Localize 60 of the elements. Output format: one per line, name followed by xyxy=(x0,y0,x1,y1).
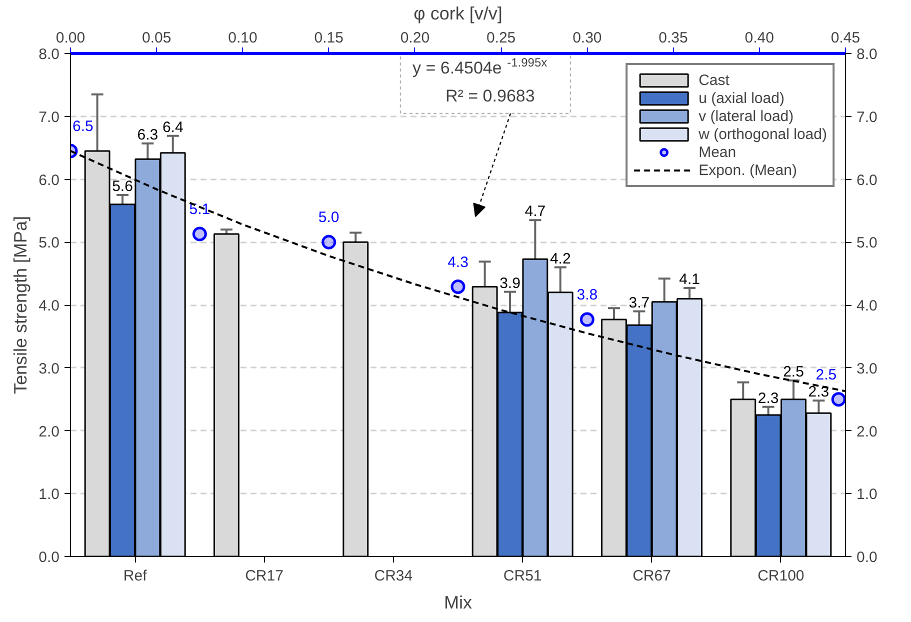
x2-axis-title: φ cork [v/v] xyxy=(414,4,502,24)
x2-tick-label: 0.35 xyxy=(658,30,688,46)
data-label: 3.9 xyxy=(500,274,520,292)
x2-tick-label: 0.05 xyxy=(142,30,172,46)
y2-tick-label: 3.0 xyxy=(856,360,878,378)
x2-tick-label: 0.10 xyxy=(228,30,258,46)
data-label: 2.5 xyxy=(783,363,804,380)
y2-tick-label: 2.0 xyxy=(856,423,878,440)
y2-tick-label: 4.0 xyxy=(856,298,878,314)
data-label: 5.6 xyxy=(112,178,133,195)
y-tick-label: 8.0 xyxy=(38,46,60,63)
x2-tick-label: 0.20 xyxy=(400,30,430,46)
x2-tick-label: 0.25 xyxy=(486,30,516,46)
x2-tick-label: 0.45 xyxy=(830,30,860,46)
y-tick-label: 0.0 xyxy=(38,549,60,566)
y-tick-label: 7.0 xyxy=(38,108,60,126)
data-label: 6.5 xyxy=(72,118,94,135)
data-label: 2.3 xyxy=(758,390,779,407)
data-label: 5.0 xyxy=(318,209,340,226)
legend-label: Cast xyxy=(698,71,730,89)
data-label: 3.8 xyxy=(576,286,598,304)
legend-label: u (axial load) xyxy=(698,89,784,107)
y-tick-label: 2.0 xyxy=(38,423,60,440)
y-axis-title: Tensile strength [MPa] xyxy=(10,216,31,394)
legend-label: Mean xyxy=(698,143,736,161)
y-tick-label: 5.0 xyxy=(38,234,60,252)
x2-tick-label: 0.30 xyxy=(572,30,602,46)
y2-tick-label: 1.0 xyxy=(856,486,878,504)
legend-label: v (lateral load) xyxy=(698,107,794,125)
y-tick-label: 6.0 xyxy=(38,172,60,189)
y-tick-label: 4.0 xyxy=(38,298,60,314)
annotation: y = 6.4504e-1.995x xyxy=(412,56,548,78)
x2-tick-label: 0.00 xyxy=(56,30,86,46)
x-tick-label: Ref xyxy=(123,568,148,584)
x2-tick-label: 0.15 xyxy=(314,30,344,46)
annotation: R² = 0.9683 xyxy=(446,86,535,106)
data-label: 4.7 xyxy=(524,203,546,220)
data-label: 4.1 xyxy=(679,271,700,288)
y-tick-label: 3.0 xyxy=(38,360,60,378)
x-tick-label: CR51 xyxy=(503,568,542,584)
y-tick-label: 1.0 xyxy=(38,486,60,504)
data-label: 4.2 xyxy=(550,250,571,268)
data-label: 6.4 xyxy=(162,118,184,136)
x-tick-label: CR34 xyxy=(374,568,413,584)
data-label: 2.5 xyxy=(816,366,837,384)
legend-label: w (orthogonal load) xyxy=(698,125,827,143)
x-tick-label: CR100 xyxy=(758,568,804,584)
y2-tick-label: 6.0 xyxy=(856,172,878,189)
x-tick-label: CR17 xyxy=(245,568,284,584)
legend-label: Expon. (Mean) xyxy=(698,161,797,179)
y2-tick-label: 7.0 xyxy=(856,108,878,126)
y2-tick-label: 0.0 xyxy=(856,549,878,566)
data-label: 3.7 xyxy=(628,294,650,312)
data-label: 4.3 xyxy=(448,254,468,271)
y2-tick-label: 8.0 xyxy=(856,46,878,63)
y2-tick-label: 5.0 xyxy=(856,234,878,252)
x2-tick-label: 0.40 xyxy=(744,30,774,46)
data-label: 6.3 xyxy=(137,126,158,144)
x-axis-title: Mix xyxy=(444,592,472,612)
x-tick-label: CR67 xyxy=(632,568,671,584)
